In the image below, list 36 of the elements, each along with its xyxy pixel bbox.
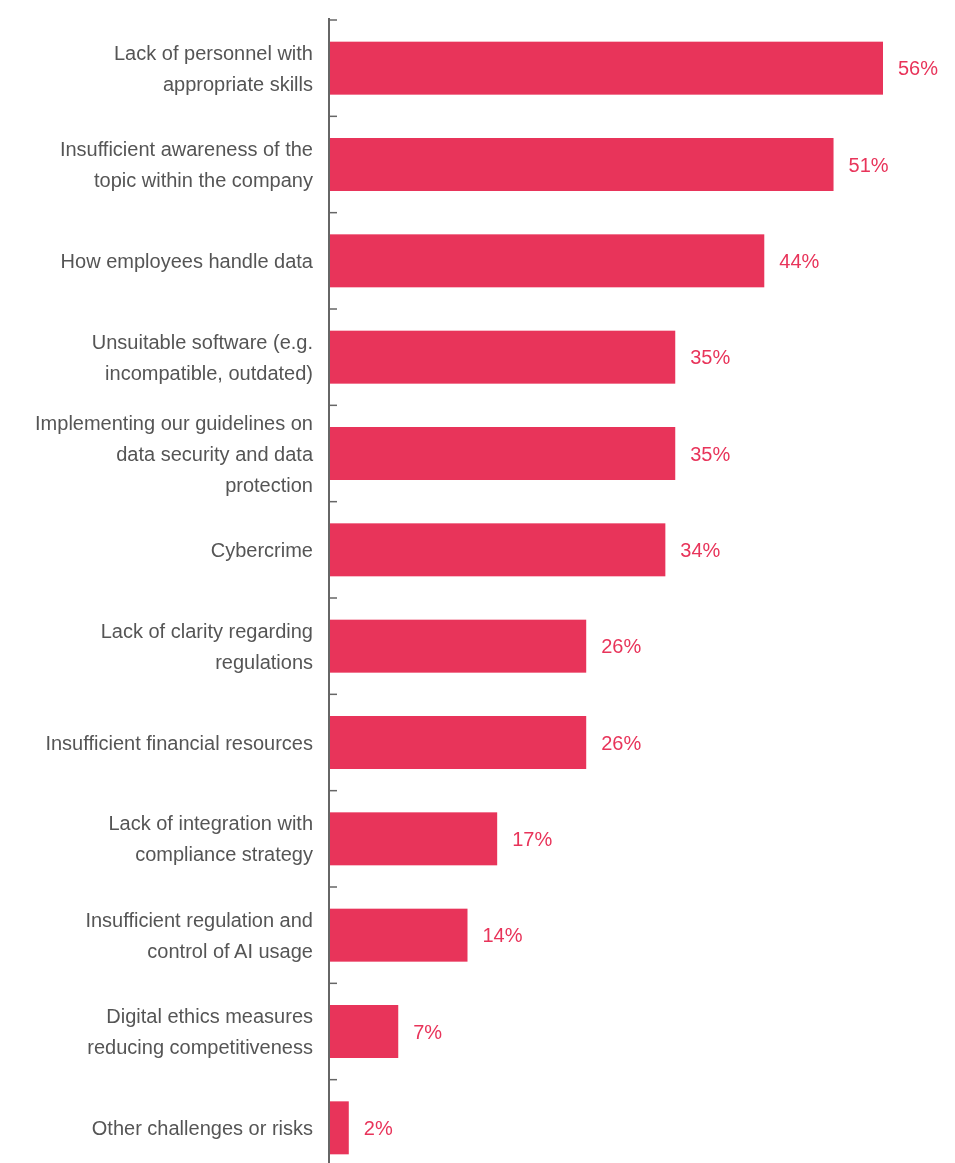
bar — [329, 716, 587, 769]
y-tick-label: Digital ethics measures reducing competitiveness — [87, 1005, 313, 1058]
data-label: 51% — [848, 153, 889, 176]
data-label: 14% — [482, 924, 523, 947]
data-label: 56% — [898, 57, 939, 80]
y-tick-label: Lack of clarity regarding regulations — [100, 619, 313, 673]
bar — [329, 427, 676, 480]
data-label: 44% — [779, 249, 820, 272]
data-label: 26% — [601, 731, 642, 754]
bar — [329, 1005, 399, 1058]
bar — [329, 234, 765, 288]
y-tick-label: Implementing our guidelines on data security and data protection — [35, 411, 314, 496]
bar — [329, 523, 666, 577]
data-label: 17% — [512, 827, 553, 850]
data-label: 26% — [601, 635, 642, 658]
y-tick-label: Insufficient awareness of the topic within the company — [59, 138, 313, 191]
data-label: 7% — [413, 1020, 443, 1043]
bar — [329, 138, 834, 191]
y-tick-label: Lack of personnel with appropriate skills — [113, 41, 313, 95]
data-label: 35% — [690, 346, 731, 369]
data-label: 2% — [363, 1116, 393, 1139]
bar — [329, 908, 468, 962]
bar — [329, 812, 498, 866]
y-tick-label: Other challenges or risks — [91, 1116, 313, 1139]
y-tick-label: Insufficient financial resources — [45, 731, 313, 754]
bar — [329, 330, 676, 384]
data-label: 35% — [690, 442, 731, 465]
y-tick-label: How employees handle data — [60, 249, 314, 272]
bar — [329, 1101, 349, 1155]
bar — [329, 619, 587, 673]
y-tick-label: Lack of integration with compliance strategy — [108, 812, 313, 866]
bar — [329, 41, 883, 95]
y-tick-label: Unsuitable software (e.g. incompatible, outdated) — [91, 330, 313, 384]
y-tick-label: Cybercrime — [210, 538, 313, 561]
data-label: 34% — [680, 538, 721, 561]
y-tick-label: Insufficient regulation and control of AI usage — [85, 908, 313, 962]
